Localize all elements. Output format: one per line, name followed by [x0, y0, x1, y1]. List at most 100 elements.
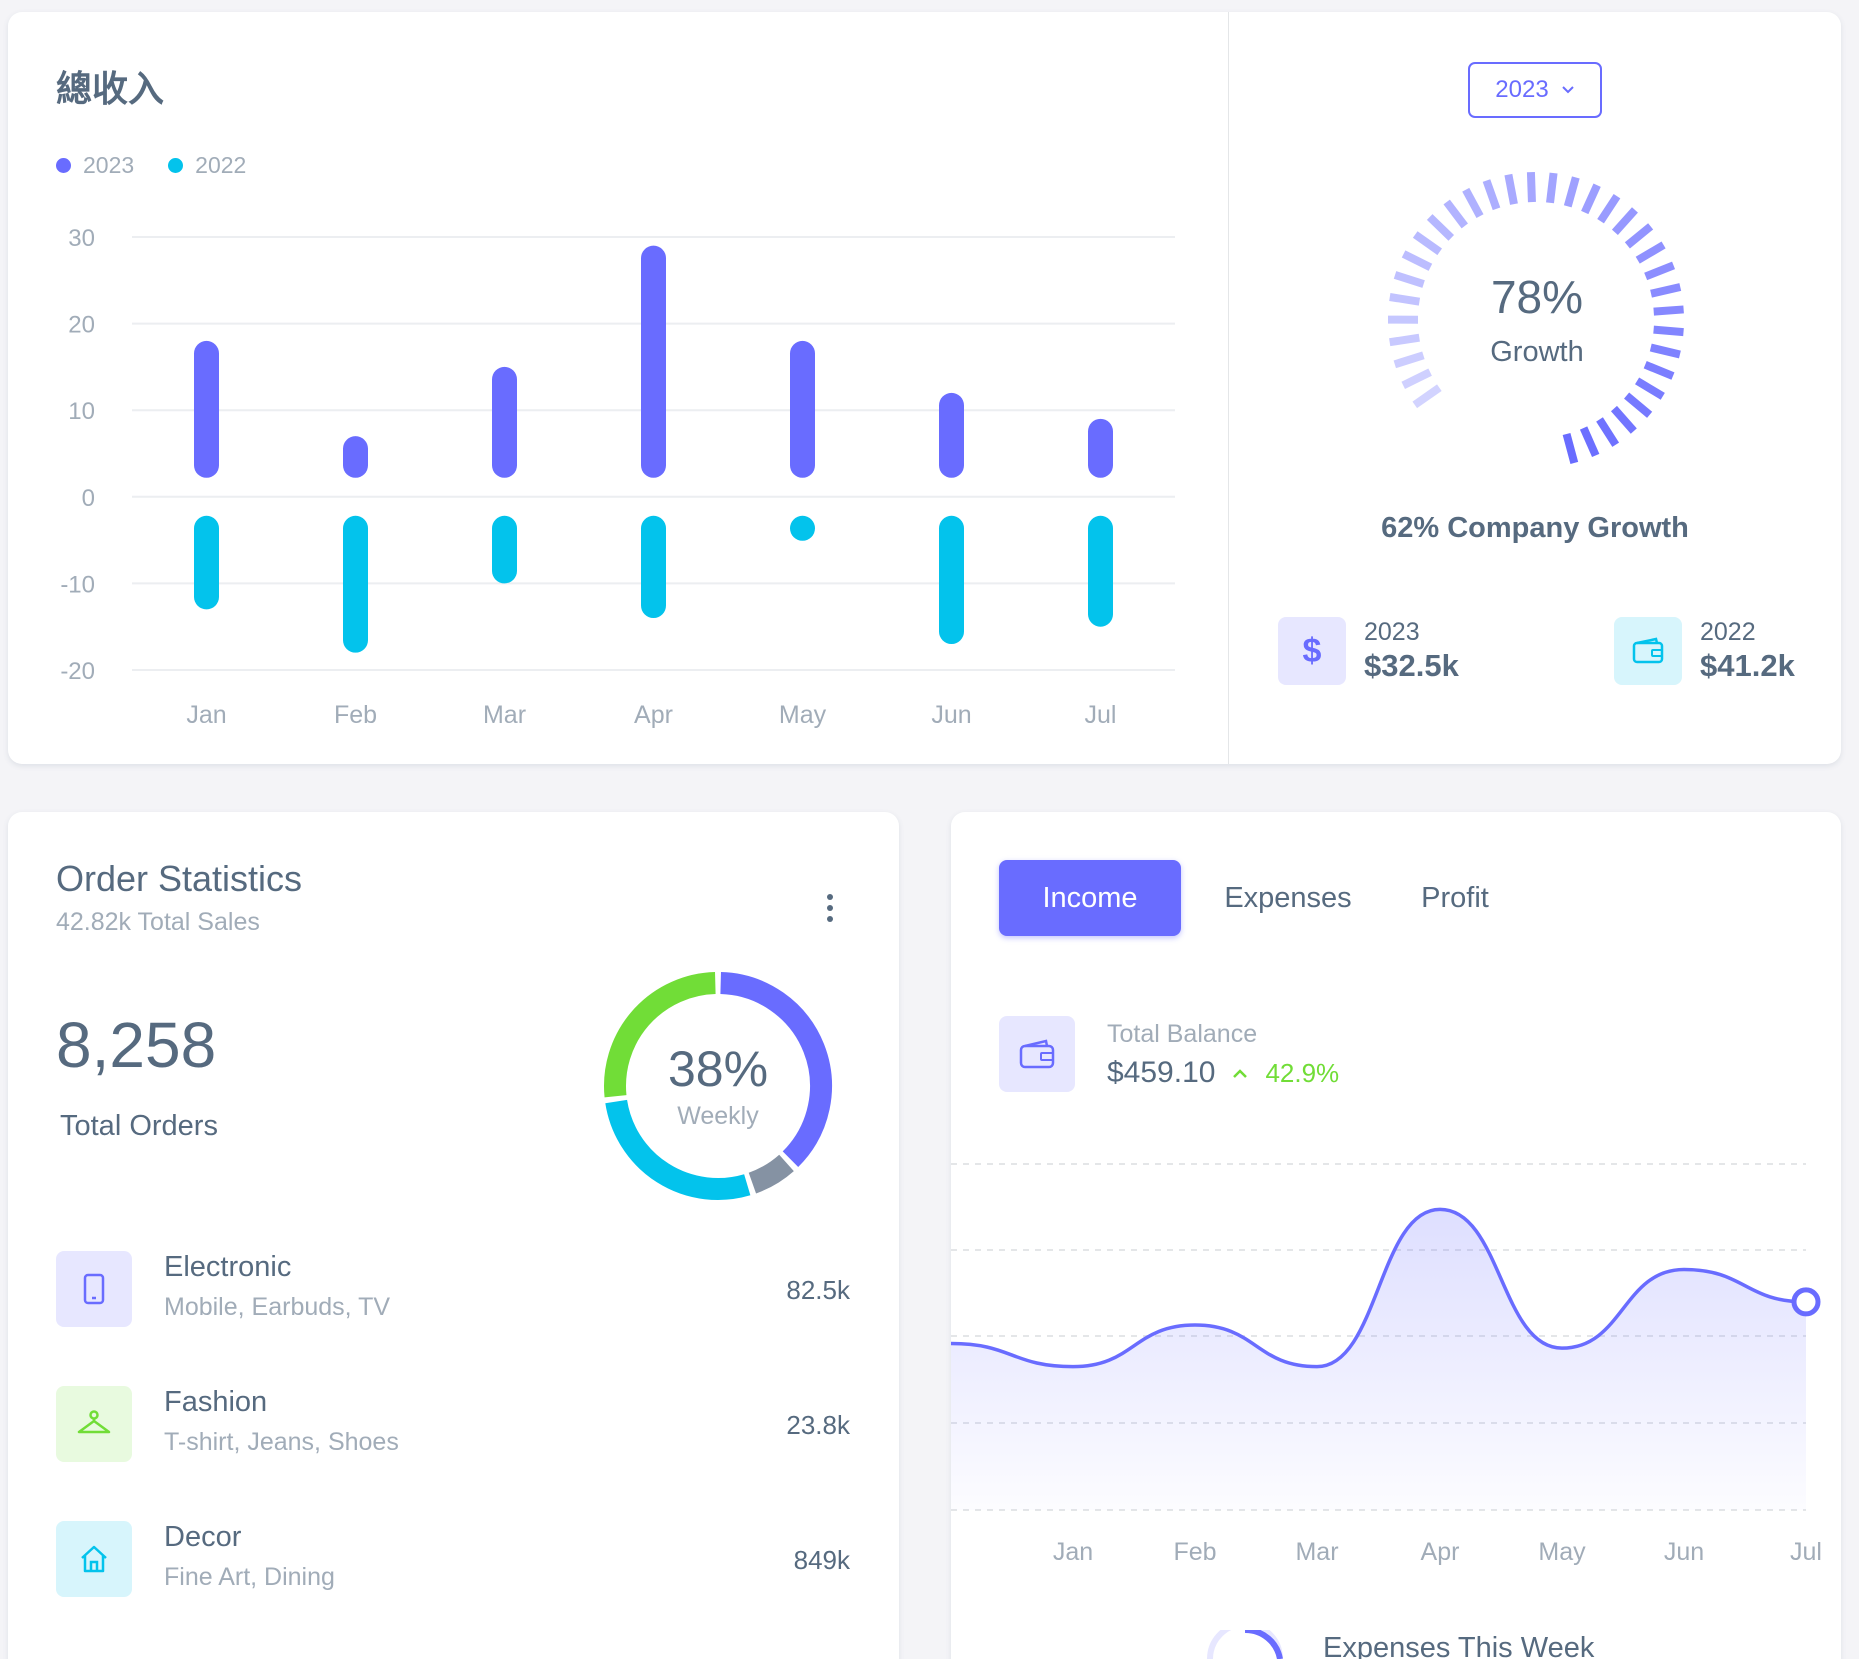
gauge-tick [1644, 261, 1676, 281]
x-tick-label: Feb [334, 701, 377, 729]
y-tick-label: -10 [60, 571, 95, 598]
balance-row: $459.10 42.9% [1107, 1056, 1339, 1090]
revenue-bar-chart: 30 20 10 0 -10 -20 Jan Feb Mar Apr May Jun Jul [60, 225, 1175, 729]
total-orders-value: 8,258 [56, 1009, 217, 1081]
gauge-tick [1635, 377, 1665, 400]
gauge-tick [1504, 173, 1518, 205]
donut-percent: 38% [667, 1041, 769, 1097]
gauge-tick [1412, 231, 1443, 256]
x-tick-label: Jun [931, 701, 971, 729]
tab-profit[interactable]: Profit [1390, 860, 1520, 936]
donut-label: Weekly [677, 1102, 759, 1130]
legend-item-2022: 2022 [168, 152, 246, 179]
list-item-fashion: Fashion T-shirt, Jeans, Shoes 23.8k [56, 1386, 850, 1462]
mobile-icon [56, 1251, 132, 1327]
tab-expenses[interactable]: Expenses [1200, 860, 1376, 936]
home-icon [56, 1521, 132, 1597]
x-tick-label: Feb [1173, 1538, 1216, 1566]
stat-amount-2022: $41.2k [1700, 648, 1795, 683]
gauge-tick [1393, 271, 1425, 288]
y-tick-label: -20 [60, 658, 95, 685]
gauge-tick [1610, 405, 1637, 434]
growth-stat-2022: 2022 $41.2k [1614, 617, 1795, 685]
gauge-tick [1462, 187, 1484, 219]
item-value: 23.8k [786, 1410, 850, 1440]
bar-2022-Jul [1088, 515, 1113, 627]
gauge-tick [1581, 183, 1601, 215]
gauge-tick [1653, 325, 1684, 337]
bar-2022-Apr [641, 515, 666, 619]
x-tick-label: Jul [1790, 1538, 1822, 1566]
gauge-tick [1482, 179, 1501, 211]
bar-2022-Mar [492, 515, 517, 584]
x-tick-label: Apr [1421, 1538, 1460, 1566]
growth-stat-2023: $ 2023 $32.5k [1278, 617, 1459, 685]
x-tick-label: Jul [1085, 701, 1117, 729]
stat-amount-2023: $32.5k [1364, 648, 1459, 683]
bar-2022-Jan [194, 515, 219, 610]
order-statistics-card [8, 812, 899, 1659]
list-item-electronic: Electronic Mobile, Earbuds, TV 82.5k [56, 1251, 850, 1327]
growth-percent: 78% [1490, 271, 1584, 323]
growth-label: Growth [1490, 336, 1584, 368]
revenue-legend: 2023 2022 [56, 152, 246, 179]
order-donut-chart [604, 972, 832, 1200]
more-vertical-icon[interactable] [816, 888, 844, 928]
x-tick-label: May [1538, 1538, 1586, 1566]
balance-change: 42.9% [1265, 1057, 1340, 1088]
gauge-tick [1426, 214, 1455, 241]
area-last-point [1791, 1287, 1821, 1317]
chevron-down-icon [1561, 86, 1574, 94]
total-revenue-card [8, 12, 1841, 764]
gauge-tick [1526, 171, 1536, 203]
bar-2023-Apr [641, 245, 666, 478]
item-name: Fashion [164, 1386, 268, 1418]
y-tick-label: 10 [68, 398, 95, 425]
total-balance-label: Total Balance [1107, 1020, 1258, 1048]
tab-profit-label: Profit [1421, 881, 1489, 914]
tab-income[interactable]: Income [999, 860, 1181, 936]
gauge-tick [1597, 193, 1621, 224]
expenses-week-title: Expenses This Week [1323, 1632, 1595, 1659]
wallet-icon [999, 1016, 1075, 1092]
legend-dot-2023 [56, 158, 71, 173]
hanger-icon [56, 1386, 132, 1462]
x-tick-label: Jan [186, 701, 226, 729]
card-divider [1228, 12, 1229, 764]
gauge-tick [1563, 176, 1580, 208]
legend-dot-2022 [168, 158, 184, 173]
gauge-tick [1649, 343, 1681, 359]
item-value: 82.5k [786, 1275, 850, 1305]
bar-2023-Jan [194, 340, 219, 478]
gauge-tick [1624, 392, 1653, 418]
donut-segment [720, 972, 832, 1168]
y-tick-label: 30 [68, 225, 95, 252]
order-stats-title: Order Statistics [56, 858, 303, 899]
gauge-tick [1624, 223, 1654, 249]
year-select-button[interactable]: 2023 [1468, 62, 1602, 118]
x-tick-label: Jun [1664, 1538, 1704, 1566]
x-tick-label: Apr [634, 701, 673, 729]
gauge-tick [1401, 368, 1432, 389]
income-card [951, 812, 1841, 1659]
legend-label-2022: 2022 [195, 152, 247, 178]
x-tick-label: Mar [483, 701, 526, 729]
income-area-chart: Jan Feb Mar Apr May Jun Jul [951, 1163, 1822, 1566]
tab-expenses-label: Expenses [1224, 881, 1352, 914]
y-tick-label: 20 [68, 312, 95, 339]
bar-2022-Jun [939, 515, 964, 645]
x-tick-label: Mar [1295, 1538, 1338, 1566]
wallet-icon [1614, 617, 1682, 685]
bar-2023-May [790, 340, 815, 478]
x-tick-label: Jan [1053, 1538, 1093, 1566]
gauge-tick [1643, 361, 1675, 380]
stat-year-2022: 2022 [1700, 618, 1756, 646]
y-tick-label: 0 [82, 485, 95, 512]
item-name: Electronic [164, 1251, 292, 1283]
bar-2023-Jun [939, 392, 964, 478]
legend-item-2023: 2023 [56, 152, 134, 179]
tab-income-label: Income [1042, 881, 1138, 914]
x-tick-label: May [779, 701, 827, 729]
gauge-tick [1389, 333, 1420, 347]
gauge-tick [1401, 250, 1433, 271]
